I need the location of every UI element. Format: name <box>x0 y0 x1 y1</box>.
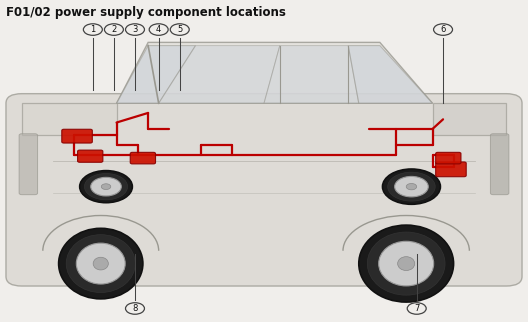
Text: 7: 7 <box>414 304 419 313</box>
Circle shape <box>149 24 168 35</box>
Polygon shape <box>117 46 195 103</box>
FancyBboxPatch shape <box>436 162 466 177</box>
Text: 2: 2 <box>111 25 117 34</box>
Circle shape <box>105 24 124 35</box>
Ellipse shape <box>66 235 135 292</box>
Ellipse shape <box>91 177 121 196</box>
Text: 3: 3 <box>133 25 138 34</box>
Text: 4: 4 <box>156 25 161 34</box>
Ellipse shape <box>84 174 128 200</box>
Polygon shape <box>22 103 117 135</box>
Polygon shape <box>432 103 506 135</box>
FancyBboxPatch shape <box>6 94 522 286</box>
Ellipse shape <box>394 176 428 197</box>
Ellipse shape <box>367 232 445 295</box>
Polygon shape <box>117 43 432 103</box>
Ellipse shape <box>101 184 111 190</box>
Ellipse shape <box>388 172 435 201</box>
FancyBboxPatch shape <box>436 152 461 164</box>
Ellipse shape <box>59 228 143 299</box>
FancyBboxPatch shape <box>62 129 92 143</box>
Circle shape <box>83 24 102 35</box>
Polygon shape <box>348 46 432 103</box>
FancyBboxPatch shape <box>130 152 156 164</box>
Ellipse shape <box>398 257 414 270</box>
FancyBboxPatch shape <box>78 150 103 162</box>
Text: 1: 1 <box>90 25 96 34</box>
Circle shape <box>407 303 426 314</box>
Ellipse shape <box>93 257 108 270</box>
FancyBboxPatch shape <box>19 134 37 195</box>
Text: 8: 8 <box>133 304 138 313</box>
Text: 6: 6 <box>440 25 446 34</box>
Polygon shape <box>159 46 280 103</box>
Polygon shape <box>264 46 359 103</box>
Circle shape <box>170 24 189 35</box>
Circle shape <box>126 303 145 314</box>
FancyBboxPatch shape <box>491 134 509 195</box>
Ellipse shape <box>359 225 454 302</box>
Text: 5: 5 <box>177 25 182 34</box>
Ellipse shape <box>382 169 440 204</box>
Circle shape <box>433 24 452 35</box>
Circle shape <box>126 24 145 35</box>
Ellipse shape <box>80 171 133 203</box>
Ellipse shape <box>379 241 433 286</box>
Ellipse shape <box>77 243 125 284</box>
Text: F01/02 power supply component locations: F01/02 power supply component locations <box>6 5 286 18</box>
Ellipse shape <box>406 184 417 190</box>
